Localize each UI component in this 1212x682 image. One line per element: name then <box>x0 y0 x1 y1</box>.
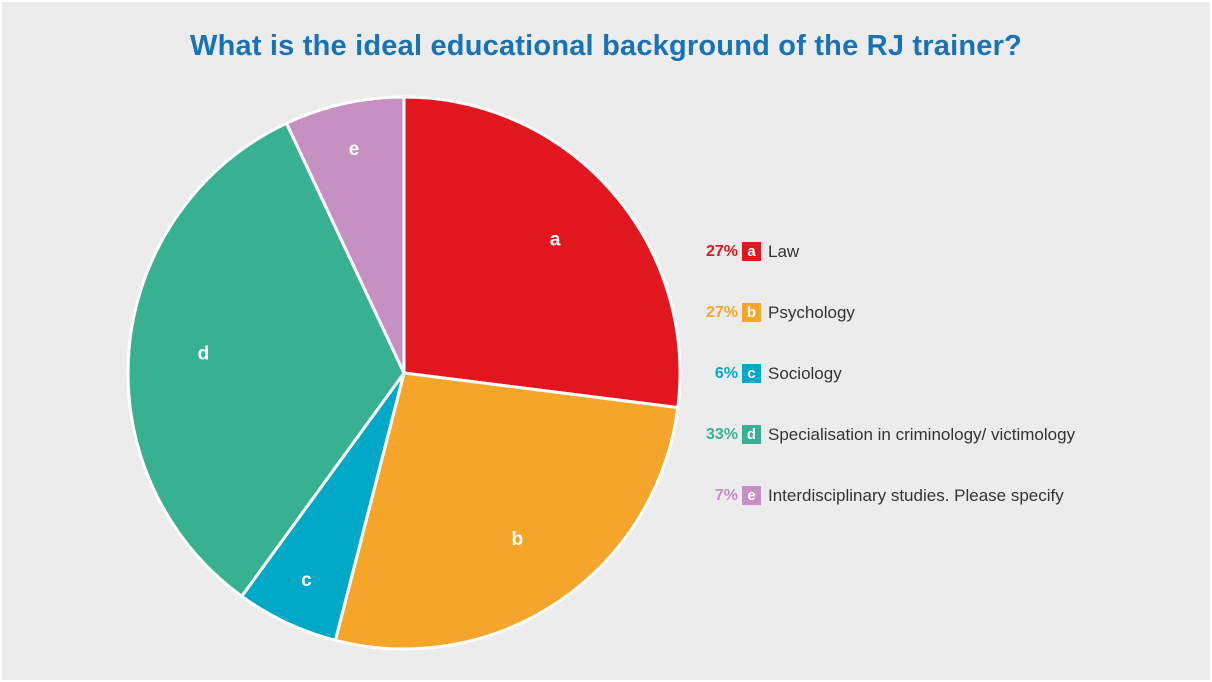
legend: 27% a Law 27% b Psychology 6% c Sociology 33% d Spe… <box>694 238 1075 543</box>
legend-percent: 6% <box>714 365 738 382</box>
legend-item-e: 7% e Interdisciplinary studies. Please spe… <box>694 482 1075 543</box>
legend-key-swatch: d <box>742 425 761 444</box>
slice-label-a: a <box>550 229 561 250</box>
legend-item-c: 6% c Sociology <box>694 360 1075 421</box>
slice-label-d: d <box>198 344 210 365</box>
pie-slice-b <box>333 371 680 651</box>
legend-percent: 33% <box>705 426 738 443</box>
legend-key-swatch: b <box>742 303 761 322</box>
legend-item-d: 33% d Specialisation in criminology/ victi… <box>694 421 1075 482</box>
pie-slice-d <box>126 121 406 598</box>
legend-percent: 7% <box>714 487 738 504</box>
legend-percent: 27% <box>705 304 738 321</box>
legend-key-swatch: e <box>742 486 761 505</box>
legend-item-a: 27% a Law <box>694 238 1075 299</box>
slice-label-c: c <box>301 570 312 591</box>
legend-label: Specialisation in criminology/ victimolo… <box>768 425 1076 444</box>
legend-key-swatch: c <box>742 364 761 383</box>
legend-label: Sociology <box>768 364 842 383</box>
legend-label: Interdisciplinary studies. Please specif… <box>768 486 1064 505</box>
pie-slice-e <box>284 95 406 375</box>
chart-title: What is the ideal educational background… <box>190 30 1022 62</box>
legend-label: Psychology <box>768 303 855 322</box>
legend-label: Law <box>768 242 800 261</box>
slice-label-b: b <box>511 529 523 550</box>
pie-slice-a <box>402 95 682 410</box>
slice-label-e: e <box>349 139 360 160</box>
legend-key-swatch: a <box>742 242 761 261</box>
legend-percent: 27% <box>705 243 738 260</box>
legend-item-b: 27% b Psychology <box>694 299 1075 360</box>
